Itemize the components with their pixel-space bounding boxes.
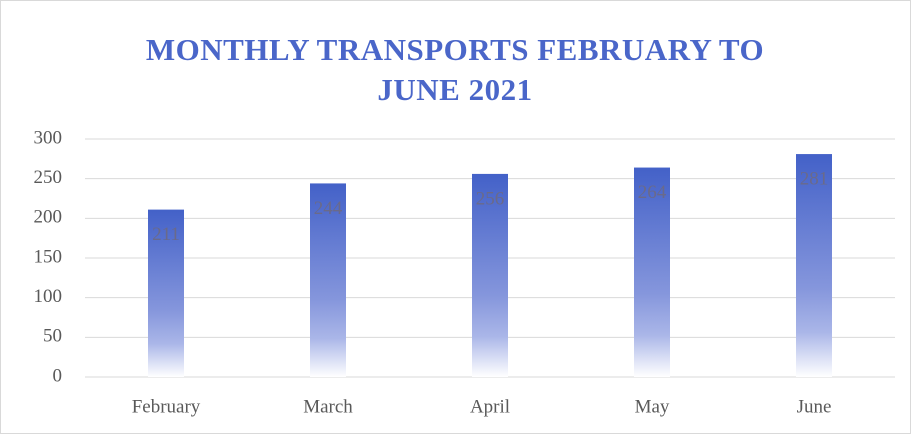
y-tick-label: 300: [34, 127, 63, 148]
x-tick-label: May: [635, 396, 670, 417]
y-tick-label: 150: [34, 246, 63, 267]
bar: [796, 154, 832, 377]
data-label: 256: [476, 188, 505, 209]
x-tick-label: June: [797, 396, 832, 417]
x-tick-label: February: [132, 396, 201, 417]
data-label: 244: [314, 198, 343, 219]
y-tick-label: 200: [34, 207, 63, 228]
data-label: 211: [152, 224, 180, 245]
data-label: 264: [638, 182, 667, 203]
bar: [148, 209, 184, 377]
data-label: 281: [800, 168, 829, 189]
y-tick-label: 0: [53, 365, 63, 386]
y-tick-label: 250: [34, 167, 63, 188]
x-tick-label: April: [470, 396, 510, 417]
x-tick-label: March: [303, 396, 353, 417]
y-tick-label: 100: [34, 286, 63, 307]
bar: [634, 167, 670, 377]
bar: [472, 173, 508, 377]
bar: [310, 183, 346, 377]
chart-title: MONTHLY TRANSPORTS FEBRUARY TO JUNE 2021: [145, 32, 765, 107]
y-tick-label: 50: [43, 326, 62, 347]
